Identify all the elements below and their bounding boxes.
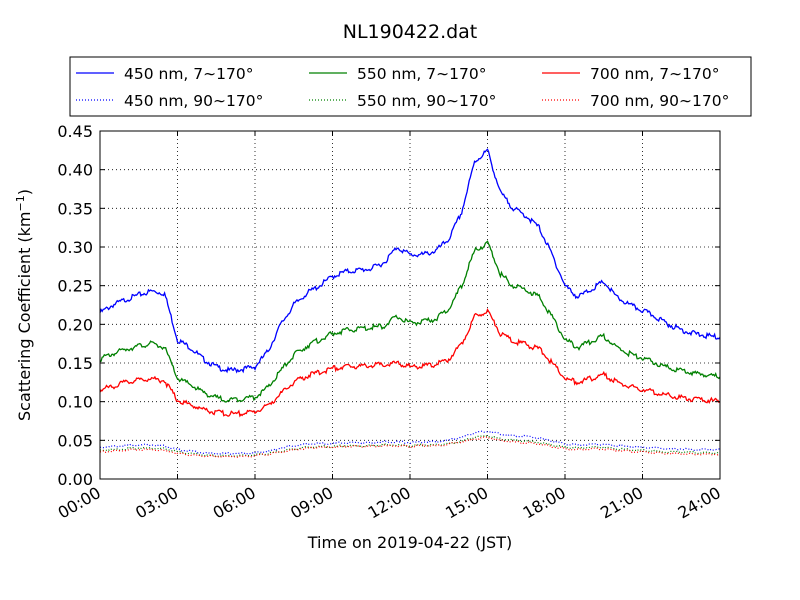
x-tick-label: 06:00: [210, 483, 259, 523]
y-tick-label: 0.15: [57, 354, 93, 373]
y-axis-label: Scattering Coefficient (km−1): [14, 189, 34, 421]
x-tick-labels: 00:00 03:00 06:00 09:00 12:00 15:00 18:00 21:00…: [55, 483, 724, 523]
y-tick-label: 0.10: [57, 393, 93, 412]
series-line: [99, 430, 721, 456]
y-tick-label: 0.25: [57, 277, 93, 296]
y-axis-label-close: ): [15, 189, 34, 195]
plot-background: [100, 131, 720, 479]
x-tick-label: 18:00: [520, 483, 569, 523]
series-line: [99, 434, 721, 458]
series-line: [99, 148, 721, 374]
y-tick-label: 0.45: [57, 122, 93, 141]
y-tick-label: 0.40: [57, 161, 93, 180]
legend: 450 nm, 7∼170° 550 nm, 7∼170° 700 nm, 7∼17…: [69, 56, 752, 117]
plot-frame: [99, 130, 721, 480]
legend-label: 450 nm, 90∼170°: [124, 92, 263, 110]
y-tick-labels: 0.00 0.05 0.10 0.15 0.20 0.25 0.30 0.35 0.40 0.45: [57, 122, 93, 489]
y-axis-label-main: Scattering Coefficient (km: [15, 211, 34, 421]
y-tick-label: 0.00: [57, 470, 93, 489]
y-tick-label: 0.20: [57, 315, 93, 334]
x-tick-label: 24:00: [675, 483, 724, 523]
series-lines: [99, 148, 721, 459]
legend-label: 700 nm, 90∼170°: [590, 92, 729, 110]
y-tick-label: 0.30: [57, 238, 93, 257]
x-tick-label: 15:00: [442, 483, 491, 523]
legend-label: 550 nm, 7∼170°: [357, 65, 486, 83]
chart-title: NL190422.dat: [343, 21, 478, 43]
series-line: [99, 307, 721, 418]
plot-area: [99, 130, 721, 480]
x-tick-label: 21:00: [597, 483, 646, 523]
y-tick-label: 0.05: [57, 431, 93, 450]
grid: [100, 131, 720, 479]
series-line: [99, 240, 721, 403]
x-axis-label: Time on 2019-04-22 (JST): [307, 533, 512, 552]
x-tick-label: 03:00: [132, 483, 181, 523]
x-tick-label: 09:00: [287, 483, 336, 523]
y-axis-label-sup: −1: [14, 195, 27, 211]
legend-label: 700 nm, 7∼170°: [590, 65, 719, 83]
y-tick-label: 0.35: [57, 199, 93, 218]
legend-label: 550 nm, 90∼170°: [357, 92, 496, 110]
x-tick-label: 12:00: [365, 483, 414, 523]
legend-label: 450 nm, 7∼170°: [124, 65, 253, 83]
legend-box: [69, 56, 752, 117]
